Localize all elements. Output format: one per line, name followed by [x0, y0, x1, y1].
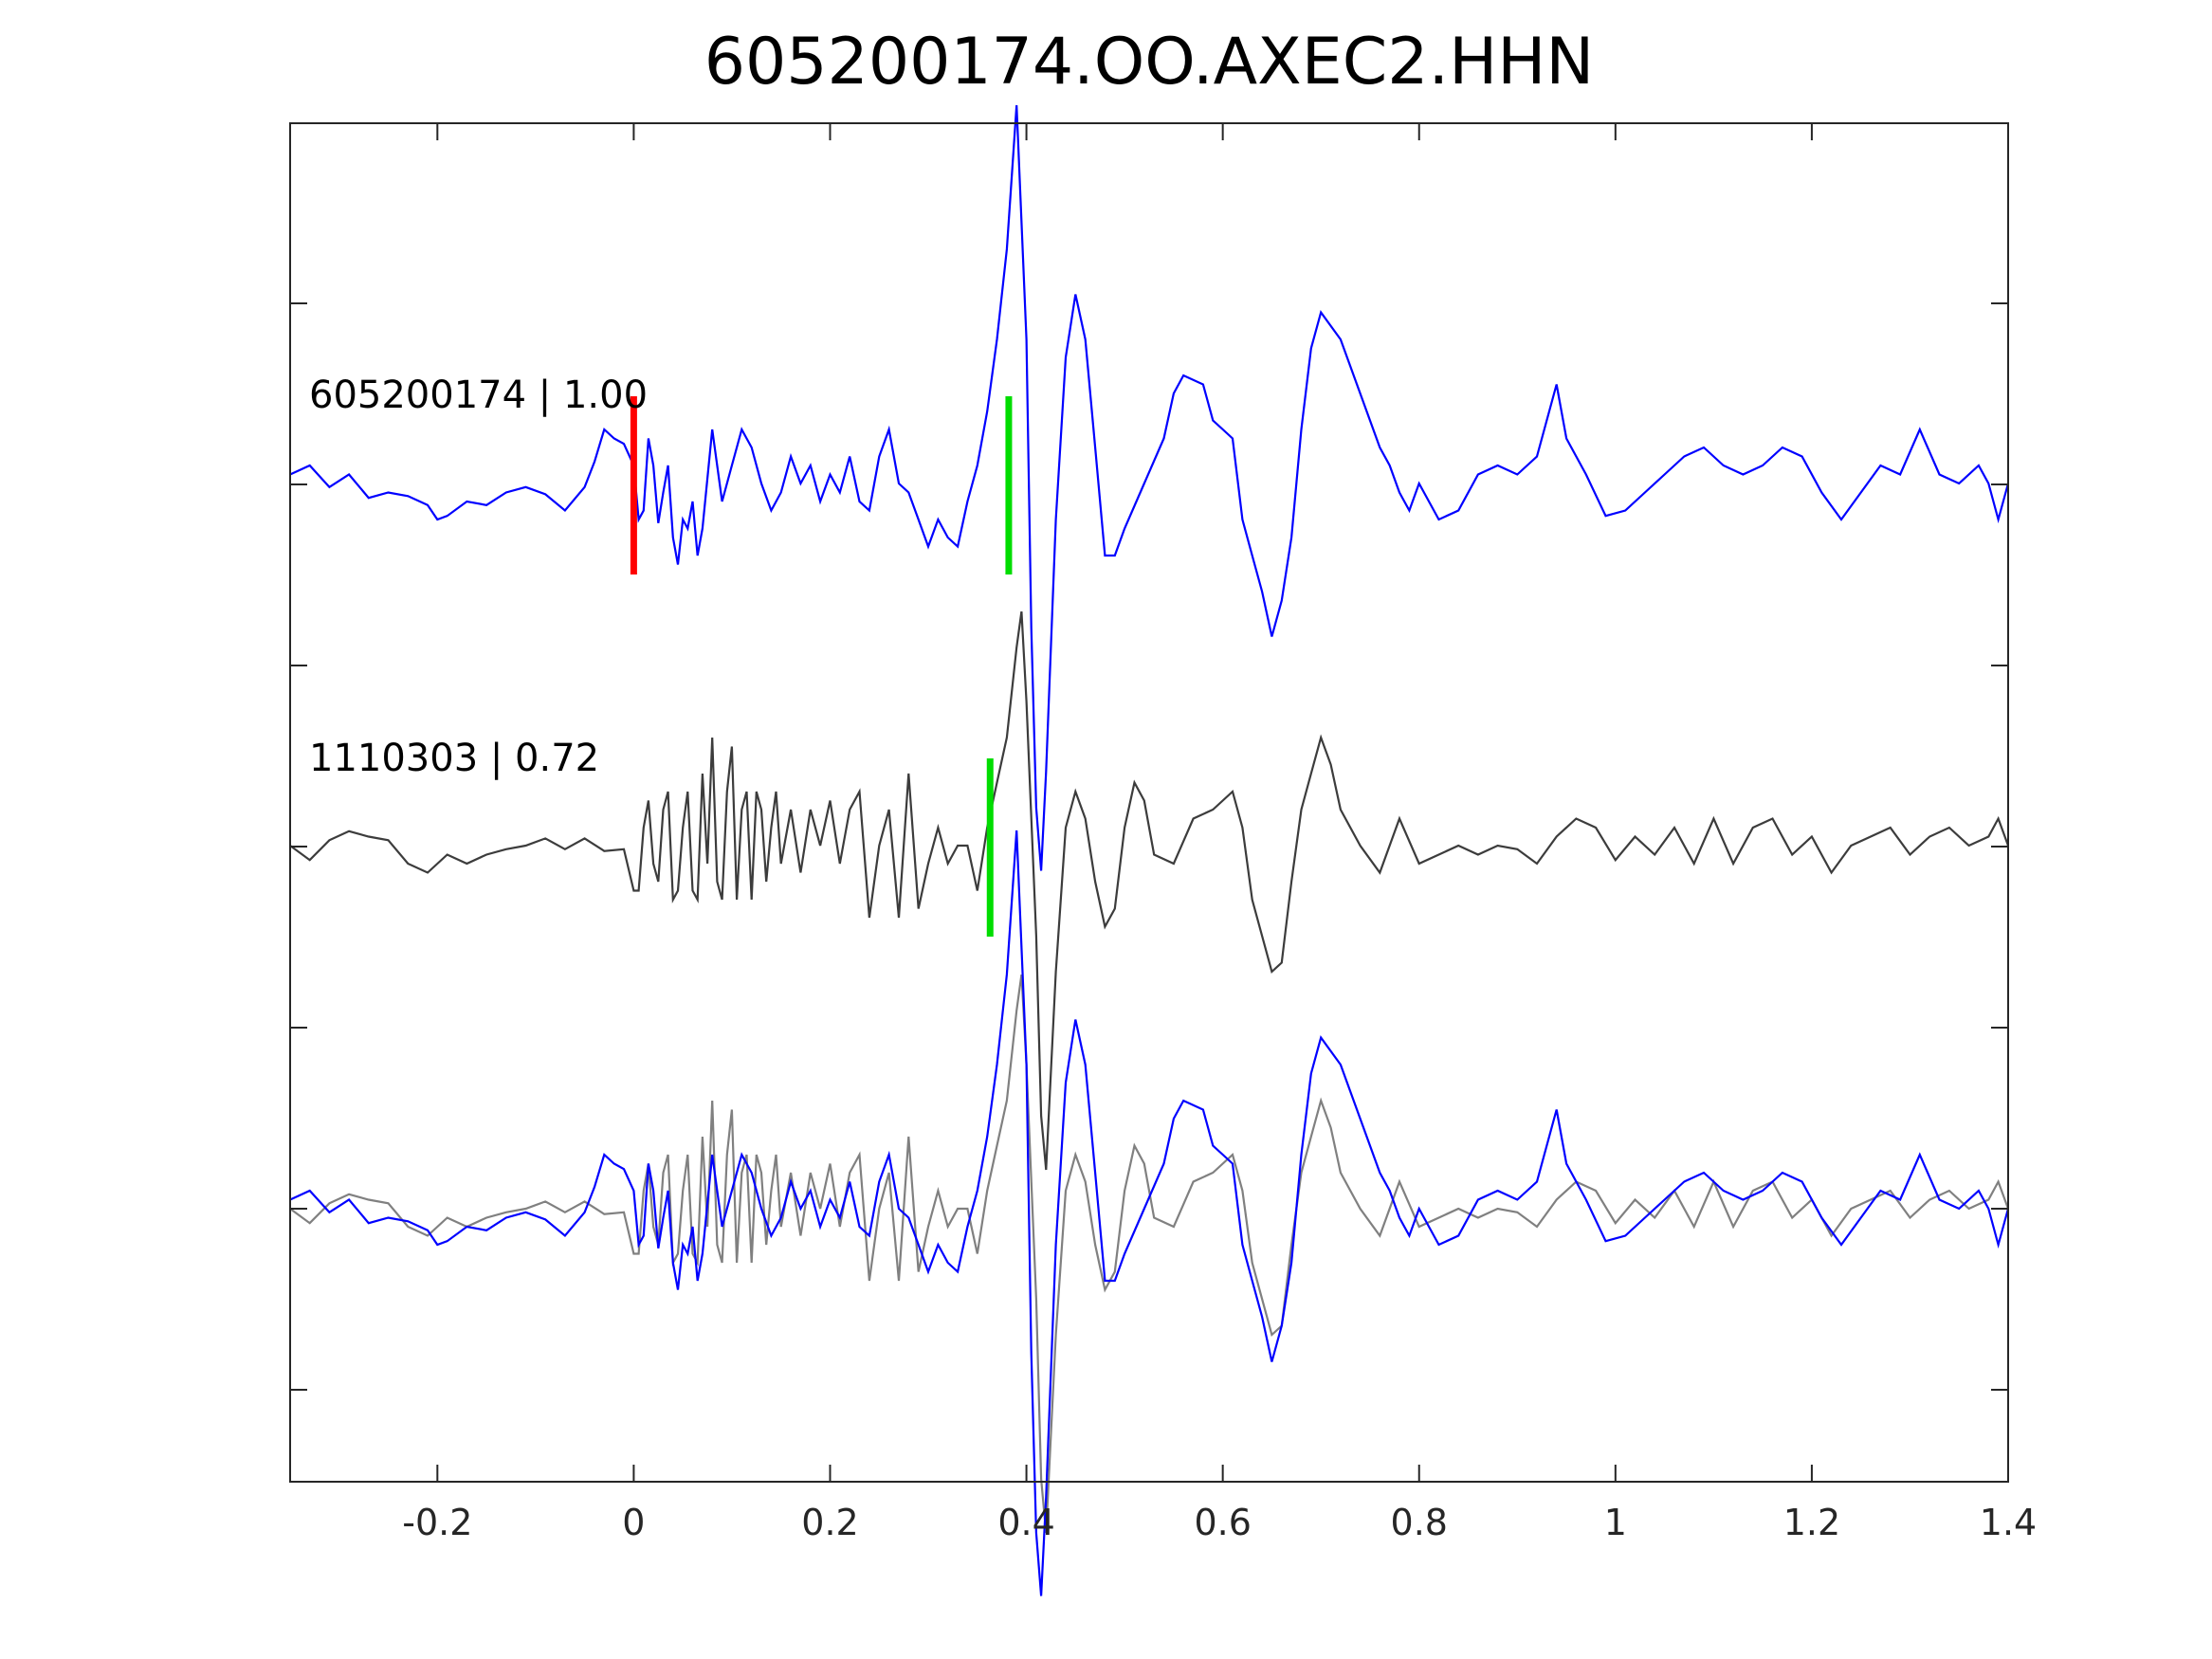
x-tick-label: 0.4: [997, 1502, 1054, 1543]
x-tick-label: 0.2: [801, 1502, 858, 1543]
trace-overlay-template: [289, 830, 2010, 1596]
trace-label-0: 605200174 | 1.00: [309, 374, 648, 417]
x-tick-label: 0.8: [1391, 1502, 1448, 1543]
trace-layer: [289, 104, 2010, 1596]
trace-label-layer: 605200174 | 1.00 1110303 | 0.72: [309, 374, 648, 780]
x-tick-label: 0: [622, 1502, 645, 1543]
trace-template: [289, 104, 2010, 871]
x-tick-label: -0.2: [402, 1502, 472, 1543]
x-tick-label: 1.2: [1783, 1502, 1840, 1543]
chart-title: 605200174.OO.AXEC2.HHN: [704, 25, 1594, 100]
trace-label-1: 1110303 | 0.72: [309, 737, 599, 780]
pick-layer: [630, 396, 1013, 937]
x-tick-label: 1: [1604, 1502, 1627, 1543]
x-tick-label: 0.6: [1194, 1502, 1251, 1543]
trace-candidate: [289, 611, 2010, 1171]
trace-overlay-candidate: [289, 974, 2010, 1534]
x-tick-label: 1.4: [1980, 1502, 2037, 1543]
x-ticks: -0.2 0 0.2 0.4 0.6 0.8 1 1.2 1.4: [402, 123, 2037, 1543]
y-ticks: [290, 302, 2008, 1391]
axes-box: [289, 122, 2009, 1483]
